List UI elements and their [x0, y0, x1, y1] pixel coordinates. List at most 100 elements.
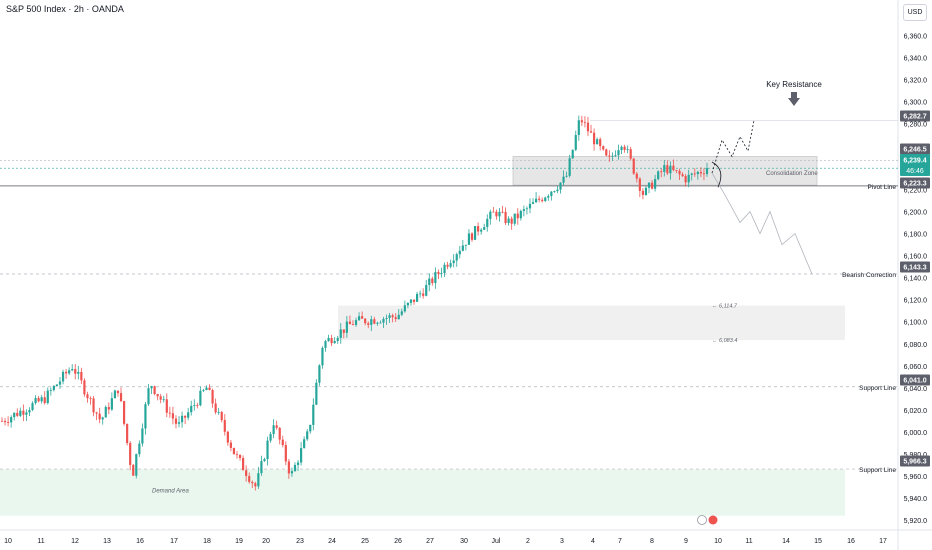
candle [245, 470, 248, 477]
candle [370, 319, 373, 325]
candle [690, 173, 693, 175]
price-tag-label: 6,246.5 [903, 147, 926, 154]
event-icon [708, 515, 718, 525]
candle [217, 412, 220, 413]
candle [345, 321, 348, 333]
candle [211, 390, 214, 404]
candle [287, 461, 290, 474]
y-tick-label: 6,300.0 [904, 99, 927, 106]
currency-button[interactable]: USD [903, 4, 927, 21]
x-tick-label: 8 [650, 538, 654, 545]
candle [49, 390, 52, 391]
candle [687, 174, 690, 183]
candle [415, 293, 419, 302]
candle [580, 120, 583, 123]
candle [315, 382, 318, 405]
candle [37, 398, 40, 402]
candle [171, 413, 175, 419]
candle [83, 380, 86, 395]
y-tick-label: 6,360.0 [904, 33, 927, 40]
candle [449, 263, 452, 267]
candle [464, 244, 467, 246]
consolidation-zone-label: Consolidation Zone [766, 171, 818, 177]
level-label: Support Line [859, 467, 896, 474]
candle [486, 218, 489, 228]
candle [16, 412, 19, 416]
candle [80, 371, 83, 381]
x-tick-label: 10 [714, 538, 722, 545]
candle [89, 398, 92, 399]
candle [251, 481, 254, 484]
candle [699, 171, 702, 174]
x-tick-label: 16 [136, 538, 144, 545]
candle [7, 422, 10, 423]
price-tag [900, 177, 930, 189]
candle [669, 165, 672, 174]
candle [620, 146, 623, 151]
candle [232, 447, 236, 455]
candle [379, 322, 382, 324]
candle [10, 417, 13, 423]
candle [339, 329, 342, 338]
candle [364, 318, 367, 324]
y-tick-label: 6,020.0 [904, 408, 927, 415]
candle [184, 415, 187, 418]
candle [19, 410, 22, 416]
candle [403, 305, 406, 312]
y-tick-label: 5,940.0 [904, 496, 927, 503]
candle [196, 405, 199, 406]
candle [116, 390, 120, 394]
zone-rect [0, 469, 845, 516]
candle [531, 202, 535, 204]
candle [397, 314, 400, 320]
price-tag-label: 6,282.7 [903, 114, 926, 121]
candle [165, 399, 168, 413]
candle [501, 211, 504, 213]
candle [452, 260, 455, 264]
candle [467, 233, 471, 245]
candle [55, 384, 59, 386]
candle [71, 369, 74, 371]
candle [373, 319, 376, 324]
candle [25, 412, 28, 415]
candle [516, 213, 519, 219]
candle [605, 149, 608, 156]
event-icon [697, 515, 707, 525]
y-tick-label: 5,920.0 [904, 518, 927, 525]
y-tick-label: 6,120.0 [904, 298, 927, 305]
candle [425, 285, 428, 296]
curved-arrow [711, 161, 722, 188]
candle [46, 390, 49, 404]
candle [64, 371, 68, 374]
candle [400, 311, 403, 315]
candle [95, 412, 98, 414]
candle [556, 189, 559, 192]
candle [107, 407, 110, 410]
x-tick-label: Jul [492, 538, 501, 545]
candle [260, 461, 263, 474]
candle [354, 320, 358, 325]
x-tick-label: 14 [782, 538, 790, 545]
candle [705, 168, 709, 175]
candle [330, 337, 333, 344]
candle [266, 440, 269, 460]
candle [257, 473, 260, 487]
candle [293, 464, 297, 472]
candle [52, 385, 55, 391]
candle [263, 459, 266, 462]
candle [144, 404, 147, 429]
candle [678, 170, 681, 175]
candle [684, 176, 687, 183]
candle [68, 370, 71, 374]
candle [306, 431, 309, 440]
candle [187, 412, 190, 418]
candle [547, 196, 550, 198]
candle [388, 315, 391, 319]
candle [650, 182, 654, 189]
chart-title: S&P 500 Index · 2h · OANDA [6, 4, 124, 14]
candle [28, 410, 31, 413]
forecast-up-path [711, 120, 755, 174]
candle [327, 337, 330, 342]
candles-group [0, 115, 709, 491]
